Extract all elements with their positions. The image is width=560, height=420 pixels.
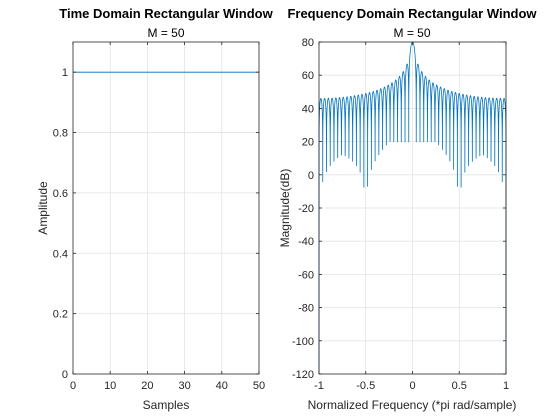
frequency-domain-x-tick-label: 1	[503, 380, 509, 392]
time-domain-xlabel: Samples	[143, 398, 190, 412]
frequency-domain-axes: -1 -0.5 0 0.5 1 -120 -100 -80 -60 -40 -20 0 20 40 60 80…	[278, 6, 537, 412]
time-domain-y-tick-label: 0	[62, 369, 68, 381]
time-domain-x-tick-label: 50	[253, 380, 265, 392]
frequency-domain-x-tick-label: 0	[409, 380, 415, 392]
frequency-domain-y-tick-label: 20	[302, 137, 314, 149]
time-domain-y-tick-label: 0.4	[53, 248, 68, 260]
time-domain-x-tick-label: 10	[104, 380, 116, 392]
frequency-domain-y-tick-label: 0	[308, 170, 314, 182]
time-domain-x-tick-label: 40	[216, 380, 228, 392]
time-domain-x-tick-label: 20	[141, 380, 153, 392]
frequency-domain-y-tick-label: 40	[302, 103, 314, 115]
frequency-domain-title: Frequency Domain Rectangular Window	[287, 6, 537, 21]
frequency-domain-x-tick-label: 0.5	[452, 380, 467, 392]
frequency-domain-y-tick-label: 60	[302, 70, 314, 82]
frequency-domain-y-tick-label: -40	[298, 236, 314, 248]
time-domain-plot-area	[73, 42, 259, 374]
time-domain-subtitle: M = 50	[147, 26, 184, 40]
time-domain-y-tick-label: 0.6	[53, 188, 68, 200]
frequency-domain-ylabel: Magnitude(dB)	[278, 169, 292, 248]
frequency-domain-x-tick-label: -1	[314, 380, 324, 392]
time-domain-y-tick-label: 1	[62, 67, 68, 79]
frequency-domain-y-tick-label: 80	[302, 37, 314, 49]
time-domain-axes-box	[72, 41, 260, 375]
time-domain-title: Time Domain Rectangular Window	[59, 6, 273, 21]
frequency-domain-y-tick-label: -60	[298, 269, 314, 281]
time-domain-y-tick-label: 0.8	[53, 128, 68, 140]
time-domain-ticks: 0 10 20 30 40 50 0 0.2 0.4 0.6 0.8 1	[53, 42, 265, 392]
frequency-domain-subtitle: M = 50	[393, 26, 430, 40]
frequency-domain-grid	[319, 42, 506, 374]
time-domain-x-tick-label: 30	[178, 380, 190, 392]
time-domain-ylabel: Amplitude	[36, 181, 50, 235]
frequency-domain-y-tick-label: -80	[298, 303, 314, 315]
time-domain-x-tick-label: 0	[70, 380, 76, 392]
frequency-domain-y-tick-label: -20	[298, 203, 314, 215]
frequency-domain-y-tick-label: -100	[292, 336, 314, 348]
time-domain-y-tick-label: 0.2	[53, 309, 68, 321]
frequency-domain-ticks: -1 -0.5 0 0.5 1 -120 -100 -80 -60 -40 -20 0 20 40 60 80	[292, 37, 509, 392]
frequency-domain-y-tick-label: -120	[292, 369, 314, 381]
frequency-domain-xlabel: Normalized Frequency (*pi rad/sample)	[308, 398, 517, 412]
time-domain-axes: 0 10 20 30 40 50 0 0.2 0.4 0.6 0.8 1 Time Domain Re…	[36, 6, 274, 412]
frequency-domain-x-tick-label: -0.5	[356, 380, 375, 392]
